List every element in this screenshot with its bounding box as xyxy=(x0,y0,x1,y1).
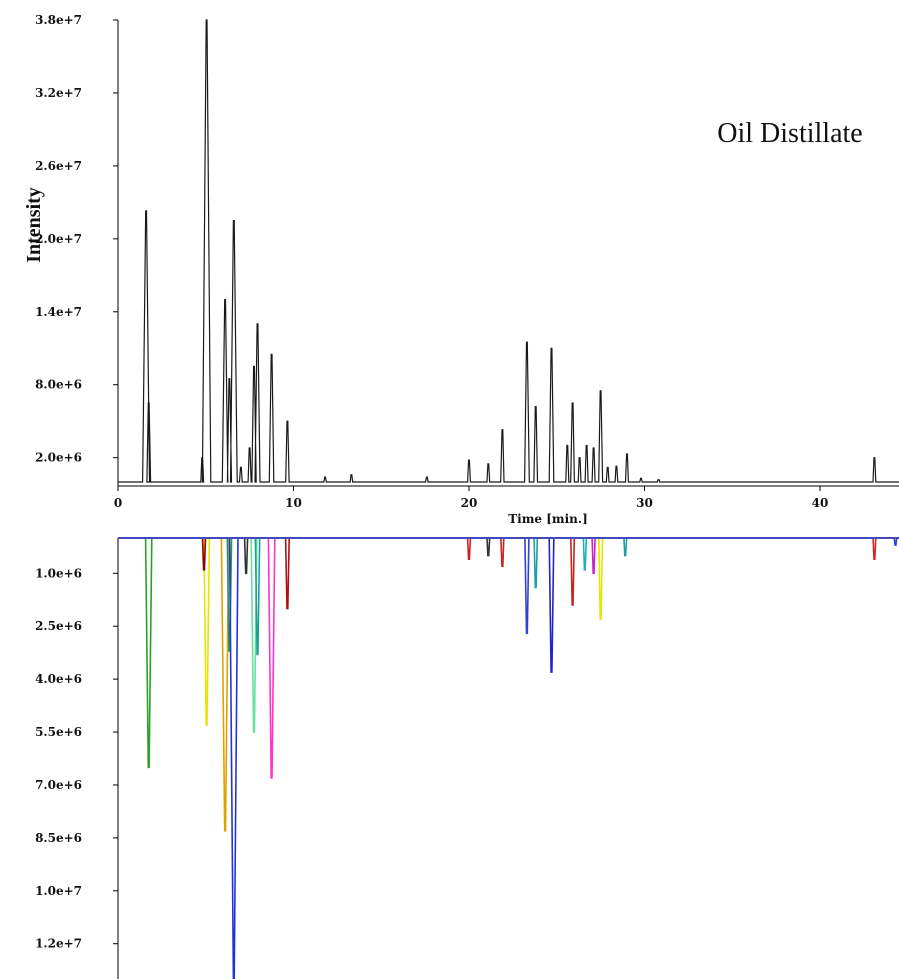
component-trace xyxy=(118,537,899,620)
component-trace xyxy=(118,537,899,567)
x-tick-label: 0 xyxy=(114,496,122,510)
y-tick-label: 1.2e+7 xyxy=(35,937,82,951)
y-tick-label: 5.5e+6 xyxy=(35,725,82,739)
y-tick-label: 7.0e+6 xyxy=(35,778,82,792)
component-trace xyxy=(118,537,899,769)
component-trace xyxy=(118,537,899,635)
x-axis-label: Time [min.] xyxy=(508,512,588,526)
top-chromatogram: 3.8e+7 3.2e+7 2.6e+7 2.0e+7 1.4e+7 8.0e+6 2.0e… xyxy=(35,13,899,510)
y-tick-label: 4.0e+6 xyxy=(35,672,82,686)
component-trace xyxy=(118,537,899,779)
y-tick-label: 1.0e+6 xyxy=(35,566,82,580)
component-trace xyxy=(118,537,899,589)
y-tick-label: 3.8e+7 xyxy=(35,13,82,27)
component-trace xyxy=(118,537,899,726)
component-trace xyxy=(118,537,899,733)
component-trace xyxy=(118,537,899,560)
component-trace xyxy=(118,537,899,606)
x-tick-label: 30 xyxy=(636,496,653,510)
y-tick-label: 2.5e+6 xyxy=(35,619,82,633)
component-trace xyxy=(118,537,899,575)
y-tick-label: 8.5e+6 xyxy=(35,831,82,845)
component-trace xyxy=(118,537,899,560)
component-trace xyxy=(118,537,899,575)
component-trace xyxy=(118,537,899,571)
component-trace xyxy=(118,537,899,652)
bottom-chromatogram: 1.0e+6 2.5e+6 4.0e+6 5.5e+6 7.0e+6 8.5e+6 1.0e… xyxy=(35,537,899,979)
component-trace xyxy=(118,537,899,673)
component-trace xyxy=(118,537,899,571)
y-tick-label: 1.4e+7 xyxy=(35,305,82,319)
chromatogram-trace xyxy=(118,19,899,483)
component-trace xyxy=(118,537,899,610)
y-tick-label: 2.0e+6 xyxy=(35,451,82,465)
x-tick-label: 20 xyxy=(461,496,478,510)
y-tick-label: 8.0e+6 xyxy=(35,378,82,392)
y-tick-label: 3.2e+7 xyxy=(35,86,82,100)
y-tick-label: 1.0e+7 xyxy=(35,884,82,898)
y-tick-label: 2.0e+7 xyxy=(35,232,82,246)
component-trace xyxy=(118,537,899,546)
y-axis-label: Intensity xyxy=(23,187,45,263)
component-trace xyxy=(118,537,899,557)
x-tick-label: 10 xyxy=(285,496,302,510)
x-tick-label: 40 xyxy=(812,496,829,510)
component-trace xyxy=(118,537,899,557)
y-tick-label: 2.6e+7 xyxy=(35,159,82,173)
component-trace xyxy=(118,537,899,656)
chart-title: Oil Distillate xyxy=(717,118,862,149)
component-trace xyxy=(118,537,899,979)
